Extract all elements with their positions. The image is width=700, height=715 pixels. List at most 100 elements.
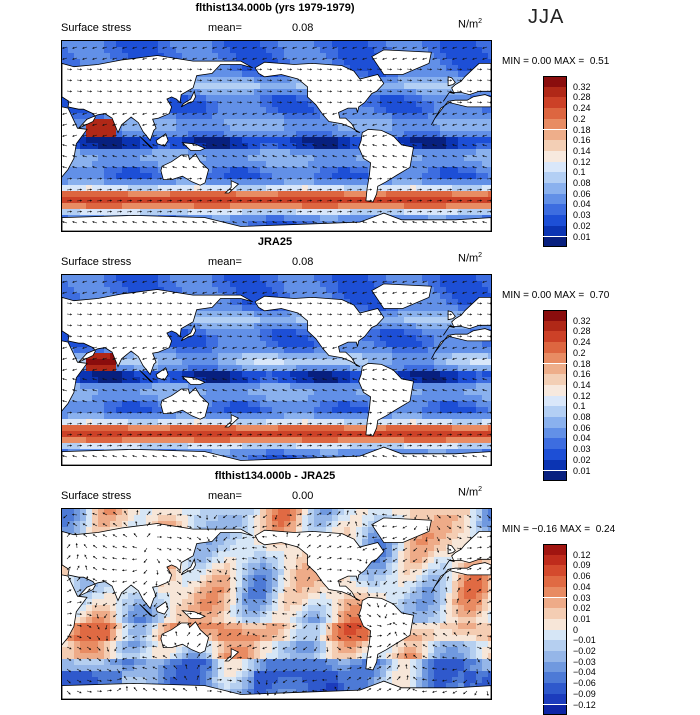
panel-title: flthist134.000b - JRA25 — [60, 470, 490, 482]
mean-value: 0.08 — [292, 256, 313, 268]
colorbar-swatch — [543, 151, 567, 162]
colorbar-tick-label: 0.09 — [573, 560, 591, 570]
max-label: MAX = — [560, 524, 590, 535]
colorbar-swatch — [543, 587, 567, 598]
colorbar-swatch — [543, 385, 567, 396]
colorbar-tick-label: −0.06 — [573, 678, 596, 688]
colorbar-tick-label: 0 — [573, 625, 578, 635]
max-label: MAX = — [554, 56, 584, 67]
colorbar-tick-label: −0.09 — [573, 689, 596, 699]
colorbar-swatch — [543, 576, 567, 587]
colorbar-swatch — [543, 640, 567, 651]
colorbar-tick-label: 0.2 — [573, 348, 586, 358]
mean-value: 0.00 — [292, 490, 313, 502]
max-value: 0.70 — [590, 290, 609, 301]
colorbar-tick-label: 0.04 — [573, 433, 591, 443]
units-text: N/m — [458, 19, 478, 31]
colorbar-tick-label: −0.02 — [573, 646, 596, 656]
colorbar-tick-label: 0.03 — [573, 444, 591, 454]
colorbar-swatch — [543, 364, 567, 375]
colorbar-swatch — [543, 651, 567, 662]
colorbar-swatch — [543, 194, 567, 205]
panel-model: flthist134.000b (yrs 1979-1979) JJA Surf… — [0, 0, 700, 232]
units-text: N/m — [458, 253, 478, 265]
colorbar-tick-label: 0.24 — [573, 103, 591, 113]
colorbar-swatch — [543, 438, 567, 449]
colorbar-swatch — [543, 215, 567, 226]
map-canvas — [62, 41, 491, 231]
colorbar-swatch — [543, 87, 567, 98]
units-label: N/m2 — [458, 486, 482, 499]
colorbar-swatch — [543, 705, 567, 715]
colorbar-swatch — [543, 449, 567, 460]
colorbar-swatch — [543, 353, 567, 364]
colorbar-tick-label: 0.02 — [573, 455, 591, 465]
colorbar-tick-label: 0.12 — [573, 391, 591, 401]
colorbar-swatch — [543, 694, 567, 705]
colorbar-swatch — [543, 544, 567, 555]
min-label: MIN = — [502, 290, 529, 301]
mean-label: mean= — [208, 256, 242, 268]
min-value: 0.00 — [532, 290, 551, 301]
colorbar-swatch — [543, 183, 567, 194]
units-label: N/m2 — [458, 18, 482, 31]
colorbar-tick-label: 0.02 — [573, 221, 591, 231]
colorbar-swatch — [543, 204, 567, 215]
colorbar-tick-label: 0.14 — [573, 380, 591, 390]
panel-title: JRA25 — [60, 236, 490, 248]
colorbar-tick-label: 0.12 — [573, 157, 591, 167]
colorbar-swatch — [543, 565, 567, 576]
colorbar-swatch — [543, 97, 567, 108]
panel-reanalysis: JRA25 Surface stress mean= 0.08 N/m2 MIN… — [0, 234, 700, 466]
colorbar-swatch — [543, 608, 567, 619]
colorbar-tick-label: 0.04 — [573, 582, 591, 592]
min-max-readout: MIN = 0.00 MAX = 0.70 — [502, 290, 609, 301]
colorbar-swatch — [543, 172, 567, 183]
colorbar-swatch — [543, 321, 567, 332]
variable-label: Surface stress — [61, 22, 131, 34]
colorbar-tick-label: 0.06 — [573, 423, 591, 433]
colorbar-tick-label: 0.16 — [573, 369, 591, 379]
colorbar-swatch — [543, 619, 567, 630]
map-canvas — [62, 509, 491, 699]
mean-value: 0.08 — [292, 22, 313, 34]
colorbar-tick-label: −0.03 — [573, 657, 596, 667]
min-label: MIN = — [502, 56, 529, 67]
colorbar-tick-label: 0.04 — [573, 199, 591, 209]
colorbar-tick-label: 0.2 — [573, 114, 586, 124]
colorbar-swatch — [543, 162, 567, 173]
min-value: −0.16 — [532, 524, 557, 535]
colorbar-swatch — [543, 428, 567, 439]
units-exponent: 2 — [478, 18, 482, 25]
map-surface-stress-jra25 — [61, 274, 492, 466]
colorbar-tick-label: 0.18 — [573, 125, 591, 135]
colorbar-swatch — [543, 374, 567, 385]
panel-difference: flthist134.000b - JRA25 Surface stress m… — [0, 468, 700, 700]
units-exponent: 2 — [478, 486, 482, 493]
colorbar-tick-label: 0.28 — [573, 326, 591, 336]
colorbar-tick-label: 0.32 — [573, 316, 591, 326]
max-value: 0.51 — [590, 56, 609, 67]
colorbar-swatch — [543, 108, 567, 119]
colorbar-tick-label: 0.12 — [573, 550, 591, 560]
colorbar-tick-label: 0.08 — [573, 412, 591, 422]
units-text: N/m — [458, 487, 478, 499]
colorbar-tick-label: −0.12 — [573, 700, 596, 710]
map-canvas — [62, 275, 491, 465]
colorbar-tick-label: 0.06 — [573, 571, 591, 581]
mean-label: mean= — [208, 490, 242, 502]
min-value: 0.00 — [532, 56, 551, 67]
colorbar-tick-label: 0.1 — [573, 401, 586, 411]
mean-label: mean= — [208, 22, 242, 34]
colorbar-swatch — [543, 406, 567, 417]
colorbar-tick-label: 0.24 — [573, 337, 591, 347]
colorbar-swatch — [543, 119, 567, 130]
colorbar-swatch — [543, 672, 567, 683]
colorbar-swatch — [543, 598, 567, 609]
colorbar-swatch — [543, 76, 567, 87]
panel-title: flthist134.000b (yrs 1979-1979) — [60, 2, 490, 14]
season-label: JJA — [528, 6, 564, 29]
colorbar-tick-label: 0.03 — [573, 210, 591, 220]
colorbar-tick-label: −0.04 — [573, 667, 596, 677]
colorbar-swatch — [543, 140, 567, 151]
